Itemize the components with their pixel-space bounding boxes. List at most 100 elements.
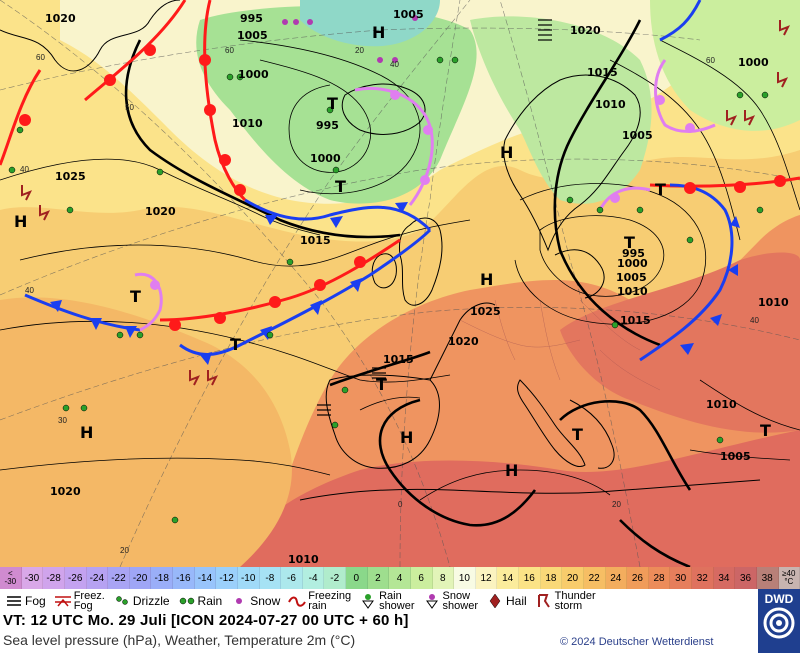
warm-front-north-atlantic — [0, 0, 800, 322]
graticule-label: 20 — [355, 46, 364, 55]
graticule-label: 20 — [612, 500, 621, 509]
temperature-scale-cell: 36 — [735, 567, 757, 589]
isobar-label: 1010 — [617, 285, 648, 298]
isobar-label: 1015 — [620, 314, 651, 327]
graticule-label: 40 — [390, 60, 399, 69]
isobar-label: 1000 — [738, 56, 769, 69]
legend-item-snow-shower: Snow shower — [418, 589, 481, 612]
high-pressure-label: H — [80, 423, 93, 442]
rain-icon — [176, 592, 198, 610]
isobar-label: 1020 — [145, 205, 176, 218]
temperature-scale-cell: -30 — [21, 567, 44, 589]
dwd-swirl-icon — [763, 607, 795, 639]
isobar-label: 1005 — [616, 271, 647, 284]
low-pressure-label: T — [572, 425, 583, 444]
high-pressure-label: H — [400, 428, 413, 447]
low-pressure-label: T — [376, 375, 387, 394]
legend-item-snow: Snow — [225, 589, 283, 612]
temperature-scale-cell: 28 — [648, 567, 671, 589]
legend-label: Freez. Fog — [73, 589, 105, 612]
low-pressure-label: T — [130, 287, 141, 306]
legend-label: Rain shower — [379, 589, 415, 612]
graticule-label: 40 — [20, 165, 29, 174]
temperature-scale-cell: -16 — [173, 567, 195, 589]
legend-label: Thunder storm — [554, 589, 596, 612]
isobar-label: 1020 — [45, 12, 76, 25]
isobar-label: 995 — [622, 247, 645, 260]
legend-item-drizzle: Drizzle — [108, 589, 173, 612]
temperature-scale-cell: ≥40 °C — [778, 567, 800, 589]
legend-label: Freezing rain — [308, 589, 352, 612]
temperature-scale-cell: < -30 — [0, 567, 22, 589]
dwd-logo: DWD — [758, 589, 800, 653]
weather-legend: Fog Freez. Fog Drizzle Rain Snow Freezing rai… — [0, 589, 758, 613]
temperature-scale-cell: -8 — [259, 567, 282, 589]
rain-shower-icon — [357, 592, 379, 610]
low-pressure-label: T — [760, 421, 771, 440]
temperature-scale-cell: -2 — [324, 567, 346, 589]
isobar-label: 1005 — [237, 29, 268, 42]
iceland-coast — [341, 83, 426, 135]
temperature-scale-cell: 0 — [346, 567, 368, 589]
temperature-scale-cell: 38 — [756, 567, 779, 589]
cold-front — [24, 0, 734, 362]
graticule-labels: 60 60 50 40 40 30 20 0 20 60 40 40 20 — [20, 46, 759, 555]
isobar-label: 1000 — [238, 68, 269, 81]
temperature-scale-cell: 12 — [475, 567, 498, 589]
isobar-label: 1015 — [587, 66, 618, 79]
ne-green — [650, 0, 800, 131]
valid-time: VT: 12 UTC Mo. 29 Juli [ICON 2024-07-27 … — [3, 612, 409, 629]
temperature-scale-cell: -20 — [129, 567, 152, 589]
africa-coast — [299, 479, 761, 501]
snow-shower-icon — [421, 592, 443, 610]
isobar-label: 1005 — [720, 450, 751, 463]
legend-item-rain: Rain — [173, 589, 226, 612]
graticule-label: 50 — [125, 103, 134, 112]
graticule-label: 40 — [25, 286, 34, 295]
temperature-scale-cell: 34 — [713, 567, 736, 589]
graticule-label: 40 — [750, 316, 759, 325]
greenland-coast — [0, 0, 181, 72]
temperature-scale-cell: -10 — [237, 567, 260, 589]
france-coast — [429, 302, 496, 381]
high-pressure-label: H — [505, 461, 518, 480]
temperature-scale-cell: -24 — [86, 567, 109, 589]
temperature-scale-cell: -14 — [194, 567, 217, 589]
hail-icon — [484, 592, 506, 610]
country-borders — [459, 299, 661, 391]
isobar-label: 995 — [240, 12, 263, 25]
blue-zone — [300, 0, 440, 47]
freezing-rain-icon — [286, 592, 308, 610]
low-pressure-label: T — [335, 177, 346, 196]
front-symbols — [19, 44, 786, 365]
snow-symbols — [282, 15, 418, 63]
map-info: VT: 12 UTC Mo. 29 Juli [ICON 2024-07-27 … — [0, 612, 758, 653]
temperature-scale-cell: 22 — [583, 567, 606, 589]
legend-item-thunderstorm: Thunder storm — [530, 589, 599, 612]
fog-symbols — [317, 19, 552, 416]
isobar-label: 1005 — [622, 129, 653, 142]
legend-label: Rain — [197, 593, 223, 608]
isobar-label: 1025 — [55, 170, 86, 183]
snow-icon — [228, 592, 250, 610]
balkan-coast — [569, 399, 615, 469]
high-pressure-label: H — [480, 270, 493, 289]
high-pressure-label: H — [372, 23, 385, 42]
isobar-label: 1020 — [448, 335, 479, 348]
isobar-labels: 1020 995100510001005101010251020995100010… — [45, 8, 789, 566]
legend-item-freezing-rain: Freezing rain — [283, 589, 354, 612]
isobar-label: 1025 — [470, 305, 501, 318]
low-pressure-label: T — [230, 335, 241, 354]
isobar-label: 1000 — [617, 257, 648, 270]
temperature-scale-cell: 16 — [519, 567, 541, 589]
high-pressure-label: H — [14, 212, 27, 231]
temperature-scale-cell: 20 — [562, 567, 584, 589]
isobar-label: 1020 — [570, 24, 601, 37]
temperature-scale-cell: 24 — [605, 567, 628, 589]
graticule-label: 60 — [225, 46, 234, 55]
legend-label: Drizzle — [132, 593, 170, 608]
thunderstorm-icon — [533, 592, 555, 610]
temperature-scale-cell: -6 — [281, 567, 303, 589]
british-isles-coast — [399, 217, 443, 306]
